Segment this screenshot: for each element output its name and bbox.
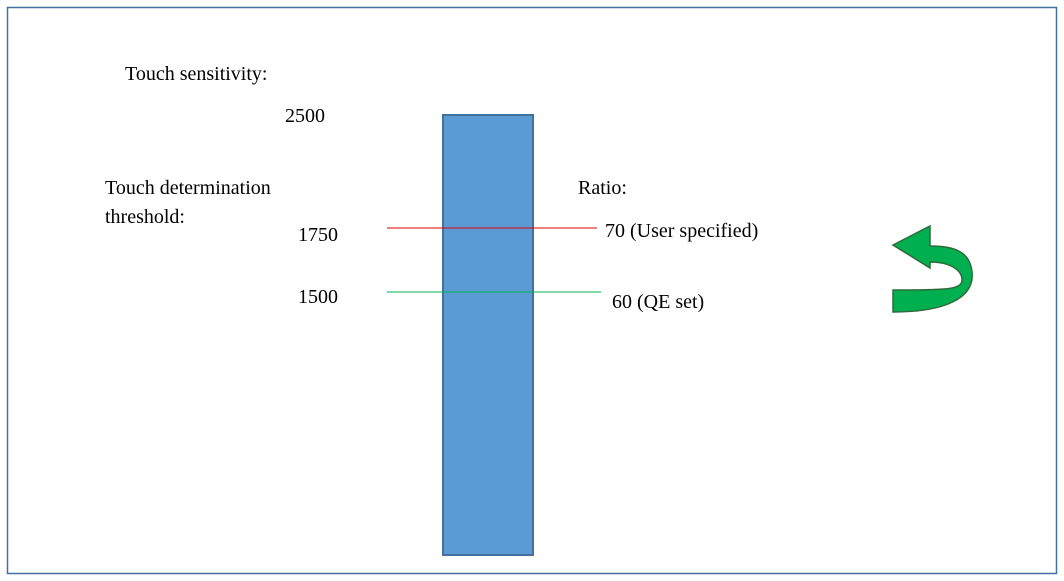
sensitivity-bar: [442, 114, 534, 556]
threshold-label: Touch determination: [105, 177, 271, 199]
qe-ratio: 60 (QE set): [612, 291, 704, 313]
user-threshold-value: 1750: [298, 224, 338, 246]
user-ratio: 70 (User specified): [605, 220, 758, 242]
sensitivity-max: 2500: [285, 105, 325, 127]
cycle-arrow: [891, 224, 973, 313]
ratio-label: Ratio:: [578, 177, 627, 199]
threshold-label: threshold:: [105, 206, 185, 228]
qe-threshold-value: 1500: [298, 286, 338, 308]
sensitivity-label: Touch sensitivity:: [125, 63, 267, 85]
